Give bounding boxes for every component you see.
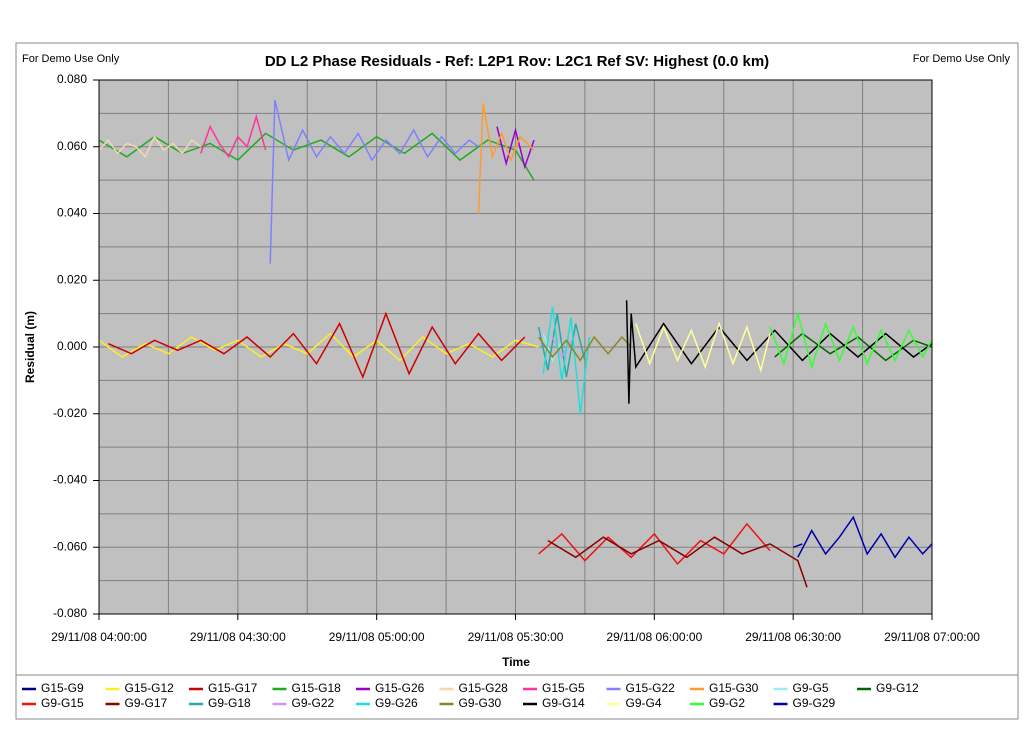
series-line bbox=[537, 335, 632, 362]
y-tick-label: 0.080 bbox=[57, 72, 87, 86]
series-line bbox=[98, 135, 202, 159]
series-line bbox=[635, 321, 771, 374]
y-tick-label: 0.060 bbox=[57, 139, 87, 153]
x-tick-label: 29/11/08 05:30:00 bbox=[468, 630, 564, 644]
x-tick-label: 29/11/08 06:30:00 bbox=[745, 630, 841, 644]
legend-label: G15-G17 bbox=[208, 681, 258, 695]
legend-label: G9-G12 bbox=[876, 681, 919, 695]
series-line bbox=[496, 126, 535, 170]
series-line bbox=[792, 543, 803, 549]
legend-label: G15-G18 bbox=[292, 681, 342, 695]
note: For Demo Use Only bbox=[22, 53, 120, 65]
series-line bbox=[108, 311, 526, 380]
legend-label: G9-G22 bbox=[292, 696, 335, 710]
legend-label: G9-G17 bbox=[125, 696, 168, 710]
y-tick-label: -0.060 bbox=[53, 539, 87, 553]
legend-label: G15-G5 bbox=[542, 681, 585, 695]
legend-label: G9-G2 bbox=[709, 696, 745, 710]
legend-label: G9-G14 bbox=[542, 696, 585, 710]
legend-label: G15-G22 bbox=[626, 681, 676, 695]
y-tick-label: 0.000 bbox=[57, 339, 87, 353]
x-tick-label: 29/11/08 05:00:00 bbox=[329, 630, 425, 644]
legend-label: G15-G12 bbox=[125, 681, 175, 695]
legend-label: G9-G29 bbox=[793, 696, 836, 710]
series-line bbox=[98, 332, 539, 362]
x-tick-label: 29/11/08 06:00:00 bbox=[606, 630, 702, 644]
legend-label: G9-G30 bbox=[459, 696, 502, 710]
y-tick-label: 0.040 bbox=[57, 206, 87, 220]
y-axis-label: Residual (m) bbox=[23, 311, 37, 383]
x-tick-label: 29/11/08 04:30:00 bbox=[190, 630, 286, 644]
legend-label: G9-G18 bbox=[208, 696, 251, 710]
legend-label: G15-G9 bbox=[41, 681, 84, 695]
legend-label: G9-G5 bbox=[793, 681, 829, 695]
x-axis-label: Time bbox=[502, 655, 530, 669]
series-line bbox=[797, 515, 933, 559]
legend-label: G9-G15 bbox=[41, 696, 84, 710]
series-line bbox=[98, 132, 535, 181]
x-tick-label: 29/11/08 04:00:00 bbox=[51, 630, 147, 644]
legend-label: G15-G26 bbox=[375, 681, 425, 695]
series-line bbox=[542, 333, 563, 363]
y-tick-label: -0.020 bbox=[53, 406, 87, 420]
series-line bbox=[538, 522, 771, 566]
y-tick-label: -0.040 bbox=[53, 473, 87, 487]
legend-label: G9-G4 bbox=[626, 696, 662, 710]
legend-label: G15-G30 bbox=[709, 681, 759, 695]
x-tick-label: 29/11/08 07:00:00 bbox=[884, 630, 980, 644]
chart-title: DD L2 Phase Residuals - Ref: L2P1 Rov: L… bbox=[265, 53, 769, 70]
series-line bbox=[547, 536, 808, 588]
series-line bbox=[269, 99, 479, 264]
y-tick-label: -0.080 bbox=[53, 606, 87, 620]
series-line bbox=[769, 310, 933, 370]
series-line bbox=[542, 306, 591, 414]
y-tick-label: 0.020 bbox=[57, 272, 87, 286]
note: For Demo Use Only bbox=[913, 53, 1011, 65]
series-line bbox=[551, 336, 572, 359]
series-line bbox=[477, 103, 535, 214]
legend-label: G9-G26 bbox=[375, 696, 418, 710]
legend-label: G15-G28 bbox=[459, 681, 509, 695]
plot-frame bbox=[98, 79, 933, 615]
series-line bbox=[200, 114, 267, 159]
